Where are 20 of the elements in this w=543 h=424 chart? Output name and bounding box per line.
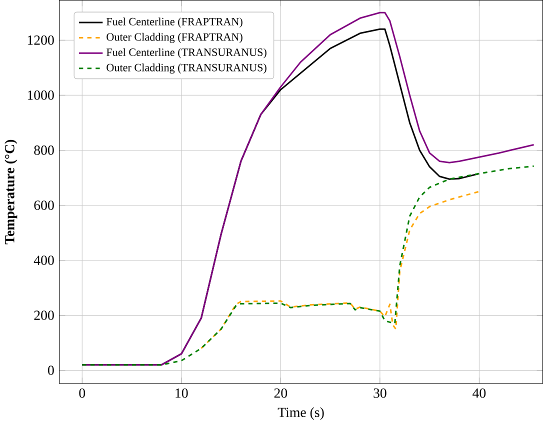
legend-label: Fuel Centerline (FRAPTRAN) [106,17,242,28]
x-tick-label: 40 [472,388,486,398]
legend-label: Outer Cladding (TRANSURANUS) [106,63,266,74]
x-axis-title: Time (s) [278,407,324,420]
legend-label: Fuel Centerline (TRANSURANUS) [106,48,266,58]
y-tick-label: 1000 [28,90,54,100]
y-tick-label: 800 [34,145,54,155]
y-axis-title: Temperature (°C) [4,140,18,244]
y-tick-label: 1200 [28,35,54,45]
x-tick-label: 30 [374,388,386,398]
line-series [200,190,480,349]
y-tick-label: 0 [48,365,54,375]
x-tick-label: 0 [79,388,86,398]
legend-label: Outer Cladding (FRAPTRAN) [106,32,242,43]
y-tick-label: 400 [34,255,54,265]
y-tick-label: 600 [34,200,54,210]
x-tick-label: 10 [176,388,188,398]
line-series [81,165,535,366]
y-tick-label: 200 [34,310,54,320]
x-tick-label: 20 [274,388,288,398]
